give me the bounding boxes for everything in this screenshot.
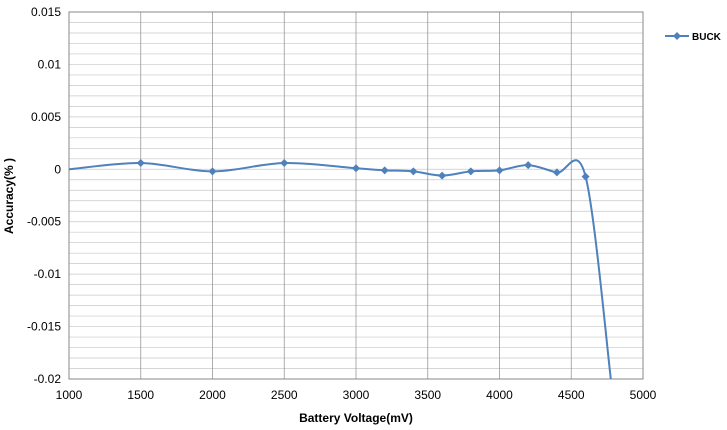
data-point-marker (136, 158, 145, 167)
y-tick-label: 0.01 (38, 57, 62, 71)
x-tick-label: 5000 (630, 388, 657, 402)
y-tick-label: -0.015 (27, 320, 61, 334)
series-layer (69, 158, 612, 379)
y-axis-tick-labels: 0.015 0.01 0.005 0 -0.005 -0.01 -0.015 -0.02 (27, 5, 61, 386)
x-tick-label: 4000 (486, 388, 513, 402)
data-point-marker (524, 161, 533, 170)
x-tick-label: 1500 (127, 388, 154, 402)
x-tick-label: 2500 (271, 388, 298, 402)
x-tick-label: 3000 (343, 388, 370, 402)
data-point-marker (280, 158, 289, 167)
data-point-marker (495, 166, 504, 175)
legend-marker-buck (673, 32, 681, 40)
plot-area-border (68, 11, 644, 380)
y-tick-label: 0.015 (31, 5, 61, 19)
legend: BUCK (665, 32, 722, 43)
data-point-marker (352, 164, 360, 173)
y-axis-title: Accuracy(% ) (2, 158, 16, 234)
x-tick-label: 2000 (199, 388, 226, 402)
data-point-marker (466, 167, 475, 176)
x-tick-label: 1000 (56, 388, 83, 402)
data-point-marker (438, 171, 447, 180)
x-axis-tick-labels: 1000 1500 2000 2500 3000 3500 4000 4500 5000 (56, 388, 657, 402)
data-point-marker (409, 167, 418, 176)
chart-gridlines (68, 11, 644, 380)
series-line-buck (69, 159, 612, 379)
x-tick-label: 3500 (414, 388, 441, 402)
legend-label-buck: BUCK (692, 32, 722, 43)
y-tick-label: 0 (54, 162, 61, 176)
data-point-marker (581, 172, 590, 181)
y-tick-label: 0.005 (31, 110, 61, 124)
y-tick-label: -0.005 (27, 215, 61, 229)
y-tick-label: -0.01 (34, 267, 62, 281)
data-point-marker (380, 166, 389, 175)
data-point-marker (208, 167, 217, 176)
data-point-marker (552, 168, 561, 177)
x-tick-label: 4500 (558, 388, 585, 402)
x-axis-title: Battery Voltage(mV) (299, 411, 413, 425)
y-tick-label: -0.02 (34, 372, 62, 386)
